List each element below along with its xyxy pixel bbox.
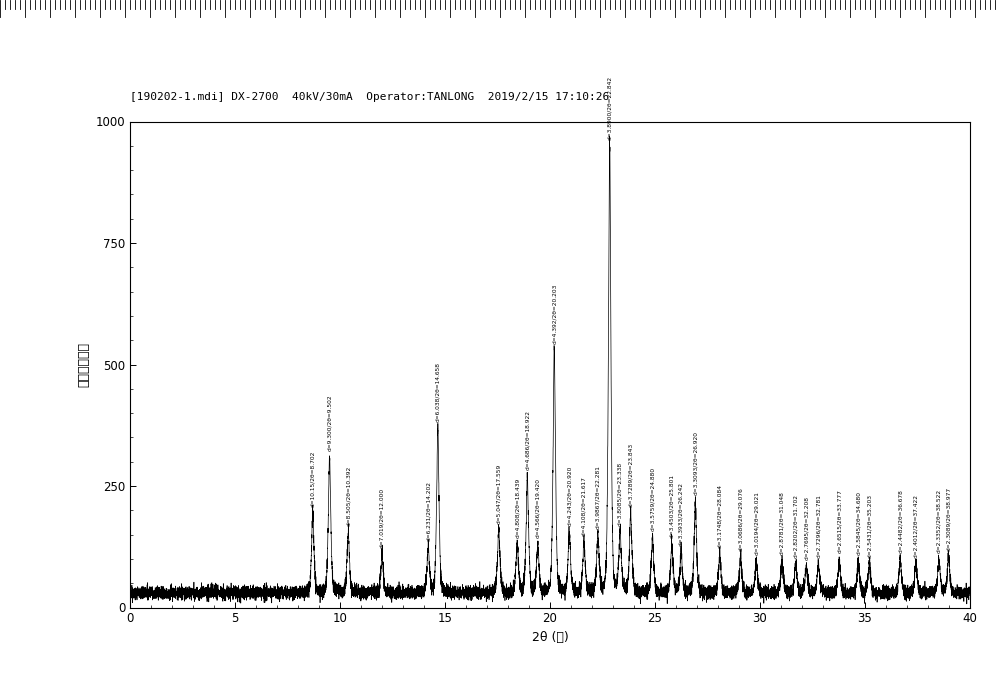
Text: d=3.7289/2θ=23.843: d=3.7289/2θ=23.843 bbox=[628, 443, 633, 507]
Text: d=6.231/2θ=14.202: d=6.231/2θ=14.202 bbox=[426, 481, 431, 541]
Text: d=4.243/2θ=20.920: d=4.243/2θ=20.920 bbox=[567, 466, 572, 526]
Text: d=4.808/2θ=18.439: d=4.808/2θ=18.439 bbox=[515, 479, 520, 539]
Text: [190202-1.mdi] DX-2700  40kV/30mA  Operator:TANLONG  2019/2/15 17:10:26: [190202-1.mdi] DX-2700 40kV/30mA Operato… bbox=[130, 92, 609, 102]
Text: d=3.0686/2θ=29.076: d=3.0686/2θ=29.076 bbox=[738, 487, 743, 551]
Text: d=2.7296/2θ=32.781: d=2.7296/2θ=32.781 bbox=[816, 494, 821, 558]
Text: d=10.15/2θ=8.702: d=10.15/2θ=8.702 bbox=[310, 450, 315, 507]
Y-axis label: 强度（计数）: 强度（计数） bbox=[77, 342, 90, 387]
X-axis label: 2θ (度): 2θ (度) bbox=[532, 631, 568, 644]
Text: d=2.8202/2θ=31.702: d=2.8202/2θ=31.702 bbox=[793, 494, 798, 558]
Text: d=2.4012/2θ=37.422: d=2.4012/2θ=37.422 bbox=[913, 494, 918, 558]
Text: d=4.566/2θ=19.420: d=4.566/2θ=19.420 bbox=[535, 479, 540, 539]
Text: d=2.3352/2θ=38.522: d=2.3352/2θ=38.522 bbox=[936, 489, 941, 553]
Text: d=6.038/2θ=14.658: d=6.038/2θ=14.658 bbox=[435, 362, 440, 422]
Text: d=2.5845/2θ=34.680: d=2.5845/2θ=34.680 bbox=[856, 491, 861, 556]
Text: d=4.108/2θ=21.617: d=4.108/2θ=21.617 bbox=[581, 476, 586, 536]
Text: d=2.6515/2θ=33.777: d=2.6515/2θ=33.777 bbox=[837, 489, 842, 553]
Text: d=3.5759/2θ=24.880: d=3.5759/2θ=24.880 bbox=[650, 467, 655, 531]
Text: d=3.3933/2θ=26.242: d=3.3933/2θ=26.242 bbox=[679, 482, 684, 546]
Text: d=4.392/2θ=20.203: d=4.392/2θ=20.203 bbox=[552, 284, 557, 344]
Text: d=2.8781/2θ=31.048: d=2.8781/2θ=31.048 bbox=[780, 491, 785, 556]
Text: d=2.7695/2θ=32.208: d=2.7695/2θ=32.208 bbox=[804, 496, 809, 560]
Text: d=2.4482/2θ=36.678: d=2.4482/2θ=36.678 bbox=[898, 489, 903, 553]
Text: d=7.019/2θ=12.000: d=7.019/2θ=12.000 bbox=[380, 488, 384, 548]
Text: d=3.8900/2θ=22.842: d=3.8900/2θ=22.842 bbox=[607, 76, 612, 140]
Text: d=3.8085/2θ=23.338: d=3.8085/2θ=23.338 bbox=[618, 462, 623, 526]
Text: d=3.9867/2θ=22.281: d=3.9867/2θ=22.281 bbox=[595, 465, 600, 529]
Text: d=3.4503/2θ=25.801: d=3.4503/2θ=25.801 bbox=[669, 475, 674, 539]
Text: d=9.300/2θ=9.502: d=9.300/2θ=9.502 bbox=[327, 394, 332, 451]
Text: d=5.047/2θ=17.559: d=5.047/2θ=17.559 bbox=[496, 464, 501, 524]
Text: d=3.3093/2θ=26.920: d=3.3093/2θ=26.920 bbox=[693, 431, 698, 495]
Text: d=3.0194/2θ=29.021: d=3.0194/2θ=29.021 bbox=[754, 491, 759, 556]
Text: d=2.5431/2θ=35.203: d=2.5431/2θ=35.203 bbox=[867, 494, 872, 558]
Text: d=2.3089/2θ=38.977: d=2.3089/2θ=38.977 bbox=[946, 487, 951, 551]
Text: d=4.686/2θ=18.922: d=4.686/2θ=18.922 bbox=[525, 410, 530, 470]
Text: d=8.505/2θ=10.392: d=8.505/2θ=10.392 bbox=[346, 466, 351, 526]
Text: d=3.1748/2θ=28.084: d=3.1748/2θ=28.084 bbox=[717, 484, 722, 548]
